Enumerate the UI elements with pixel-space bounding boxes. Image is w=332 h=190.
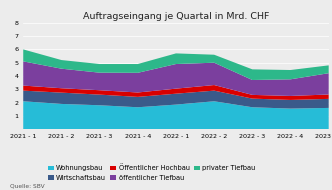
Legend: Wohnungsbau, Wirtschaftsbau, Öffentlicher Hochbau, öffentlicher Tiefbau, private: Wohnungsbau, Wirtschaftsbau, Öffentliche… — [48, 165, 255, 181]
Text: Quelle: SBV: Quelle: SBV — [10, 183, 44, 188]
Title: Auftragseingang je Quartal in Mrd. CHF: Auftragseingang je Quartal in Mrd. CHF — [83, 12, 269, 21]
